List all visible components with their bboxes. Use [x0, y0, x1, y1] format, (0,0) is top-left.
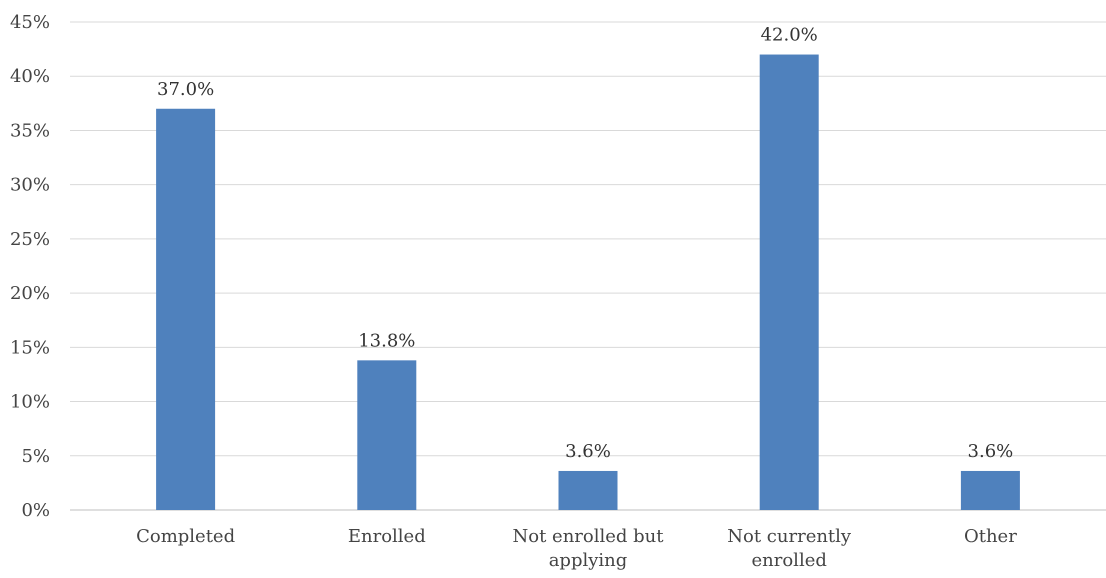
x-axis-category-labels: Completed Enrolled Not enrolled but applyin… [136, 526, 1017, 571]
category-label: Not currently [727, 526, 852, 547]
category-label: applying [549, 550, 628, 571]
data-label: 13.8% [358, 330, 415, 351]
category-label: Enrolled [348, 526, 426, 547]
y-tick-label: 20% [10, 283, 50, 304]
category-label: enrolled [752, 550, 827, 571]
data-labels: 37.0% 13.8% 3.6% 42.0% 3.6% [157, 25, 1013, 462]
bar [357, 360, 417, 510]
data-label: 3.6% [565, 441, 611, 462]
y-tick-label: 25% [10, 229, 50, 250]
bar [156, 108, 216, 510]
y-tick-label: 30% [10, 175, 50, 196]
bar [759, 54, 819, 511]
y-tick-label: 40% [10, 66, 50, 87]
category-label: Other [964, 526, 1017, 547]
bar [960, 470, 1020, 510]
data-label: 37.0% [157, 79, 214, 100]
y-tick-label: 5% [21, 446, 50, 467]
y-tick-label: 10% [10, 392, 50, 413]
category-label: Not enrolled but [513, 526, 665, 547]
y-tick-label: 0% [21, 500, 50, 521]
y-tick-label: 45% [10, 12, 50, 33]
gridlines [70, 21, 1106, 511]
data-label: 42.0% [761, 25, 818, 46]
data-label: 3.6% [968, 441, 1014, 462]
y-axis-tick-labels: 0% 5% 10% 15% 20% 25% 30% 35% 40% 45% [10, 12, 50, 521]
bars [156, 54, 1020, 511]
y-tick-label: 15% [10, 337, 50, 358]
y-tick-label: 35% [10, 120, 50, 141]
category-label: Completed [136, 526, 235, 547]
bar [558, 470, 618, 510]
